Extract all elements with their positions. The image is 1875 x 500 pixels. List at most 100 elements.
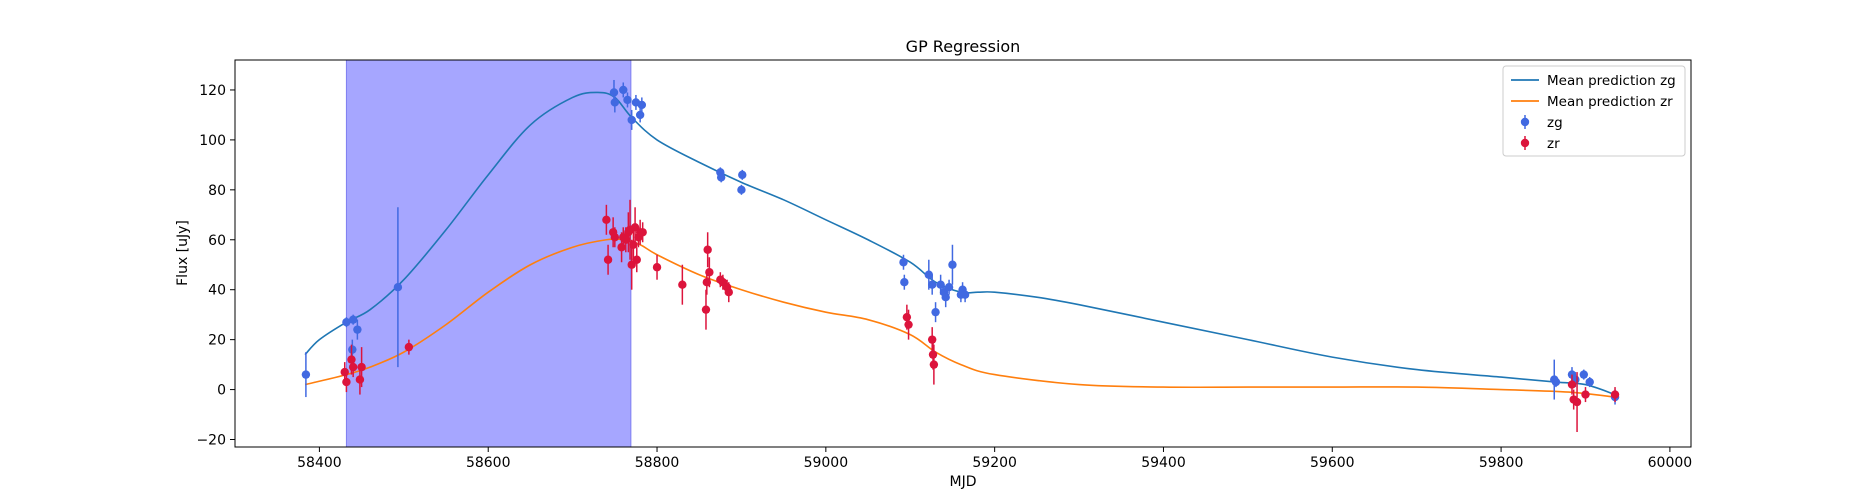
- marker: [1551, 377, 1561, 387]
- marker: [1572, 397, 1582, 407]
- data-point-zr: [603, 244, 613, 275]
- x-tick-label: 59000: [804, 455, 849, 471]
- marker: [632, 255, 641, 264]
- marker: [927, 335, 937, 344]
- marker: [928, 350, 938, 359]
- marker: [637, 100, 647, 110]
- plot-frame: [234, 59, 1692, 448]
- marker: [340, 367, 349, 377]
- data-point-zr: [705, 257, 714, 288]
- marker: [623, 95, 632, 105]
- marker: [627, 115, 636, 125]
- marker: [652, 263, 662, 272]
- data-point-zr: [904, 309, 913, 340]
- data-point-zg: [348, 314, 358, 325]
- data-point-zg: [342, 317, 351, 328]
- marker: [609, 88, 619, 97]
- marker: [724, 288, 733, 297]
- shaded-region: [345, 60, 632, 447]
- data-point-zr: [602, 204, 611, 235]
- x-tick-label: 58800: [635, 455, 680, 471]
- data-point-zr: [927, 327, 937, 353]
- x-tick-label: 58600: [466, 455, 511, 471]
- mean-prediction-line-zr: [304, 238, 1616, 398]
- marker: [635, 110, 645, 120]
- y-tick-label: 100: [199, 133, 226, 149]
- marker: [948, 260, 957, 269]
- legend-frame: [1502, 65, 1686, 157]
- marker: [638, 228, 647, 237]
- marker: [610, 233, 620, 242]
- marker: [944, 283, 954, 292]
- data-point-zg: [738, 169, 747, 180]
- data-point-zg: [899, 254, 908, 270]
- marker: [678, 280, 687, 289]
- marker: [929, 360, 939, 369]
- data-point-zr: [1610, 387, 1620, 403]
- data-point-zr: [701, 289, 711, 330]
- legend-label: Mean prediction zg: [1547, 73, 1676, 89]
- legend-label: zg: [1547, 115, 1563, 131]
- y-tick-label: 40: [208, 283, 226, 299]
- marker: [936, 280, 945, 289]
- data-point-zg: [353, 319, 362, 340]
- data-point-zr: [638, 222, 647, 243]
- y-tick-label: 80: [208, 183, 226, 199]
- marker: [931, 307, 940, 317]
- legend-label: Mean prediction zr: [1547, 94, 1673, 110]
- x-tick-label: 60000: [1648, 455, 1693, 471]
- y-tick-label: 120: [199, 83, 226, 99]
- data-point-zg: [960, 287, 970, 303]
- data-point-zr: [678, 264, 687, 305]
- data-point-zr: [1567, 374, 1577, 395]
- data-point-zg: [635, 107, 645, 123]
- data-point-zr: [1581, 387, 1590, 403]
- data-point-zg: [944, 279, 954, 295]
- marker: [301, 370, 311, 379]
- data-point-zg: [737, 184, 746, 195]
- marker: [404, 342, 414, 352]
- marker: [1579, 370, 1589, 379]
- data-point-zg: [1579, 369, 1589, 380]
- marker: [703, 245, 712, 254]
- marker: [342, 377, 351, 387]
- data-point-zg: [716, 172, 726, 183]
- data-point-zg: [637, 97, 647, 113]
- data-point-zg: [610, 92, 620, 113]
- data-point-zg: [393, 207, 403, 368]
- marker: [357, 362, 366, 372]
- y-tick-label: −20: [196, 433, 226, 449]
- chart-title: GP Regression: [906, 37, 1021, 56]
- data-point-zg: [619, 82, 628, 98]
- data-point-zr: [929, 344, 939, 385]
- data-point-zg: [948, 244, 957, 285]
- marker: [705, 268, 714, 277]
- data-point-zg: [301, 352, 311, 398]
- data-point-zg: [927, 274, 937, 295]
- legend-marker-swatch: [1520, 138, 1530, 148]
- legend-label: zr: [1547, 136, 1560, 152]
- marker: [924, 270, 934, 279]
- x-tick-label: 59200: [972, 455, 1017, 471]
- x-tick-label: 58400: [297, 455, 342, 471]
- marker: [603, 255, 613, 264]
- marker: [355, 375, 365, 384]
- legend: Mean prediction zg Mean prediction zr zg zr: [1502, 65, 1686, 157]
- data-point-zr: [342, 372, 351, 393]
- data-point-zg: [623, 92, 632, 108]
- y-tick-label: 0: [217, 383, 226, 399]
- marker: [617, 243, 626, 252]
- data-point-zg: [931, 302, 940, 323]
- marker: [342, 317, 351, 327]
- data-point-zr: [1572, 372, 1582, 433]
- data-point-zr: [357, 347, 366, 388]
- marker: [960, 290, 970, 299]
- marker: [941, 292, 950, 302]
- legend-marker-swatch: [1520, 117, 1530, 127]
- marker: [610, 98, 620, 107]
- marker: [1567, 380, 1577, 389]
- marker: [1585, 377, 1594, 387]
- x-tick-label: 59600: [1310, 455, 1355, 471]
- marker: [899, 258, 908, 267]
